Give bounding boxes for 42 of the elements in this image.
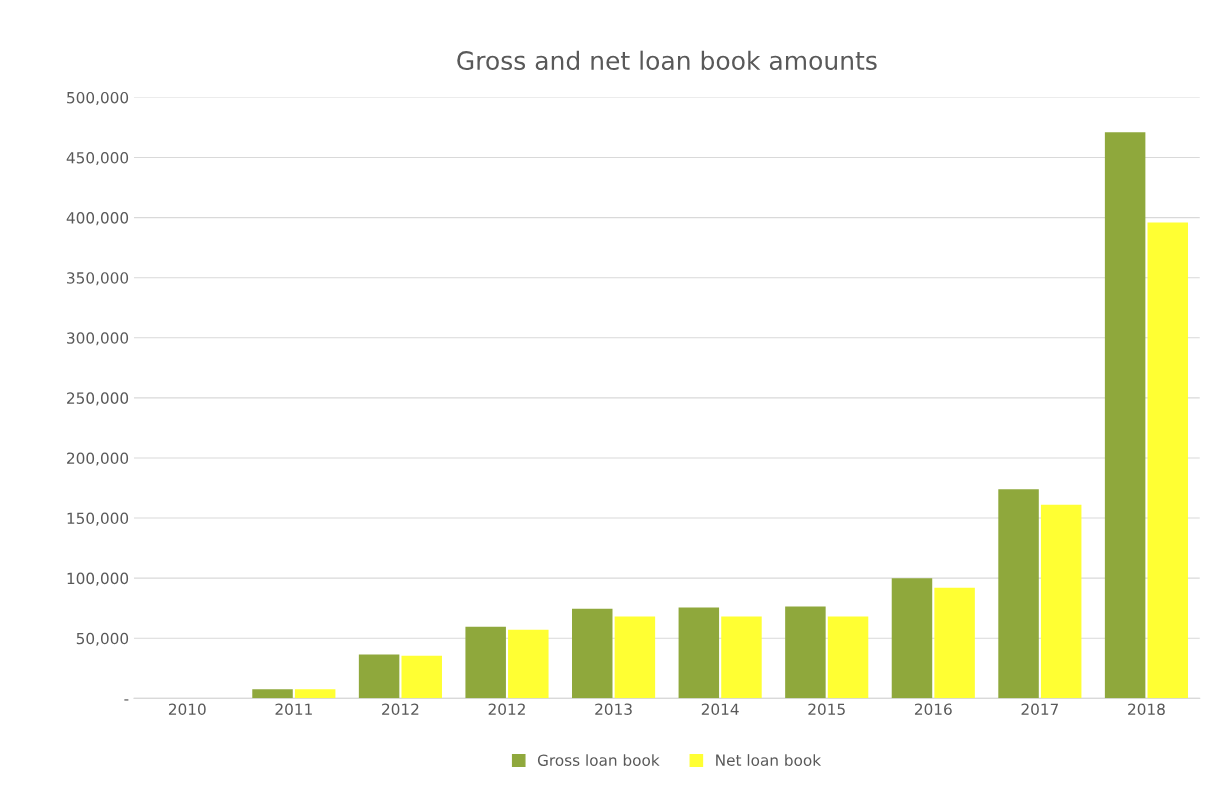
bar (678, 607, 720, 699)
y-tick-label: 400,000 (66, 212, 129, 226)
y-tick-label: 250,000 (67, 392, 129, 406)
y-tick-label: - (124, 699, 129, 701)
x-tick-label: 2016 (914, 703, 952, 716)
bar (1147, 222, 1189, 699)
legend-label: Gross loan book (537, 754, 660, 766)
bar (508, 629, 549, 699)
y-tick-label: 350,000 (67, 272, 129, 286)
x-tick-label: 2018 (1128, 703, 1165, 716)
bar (465, 626, 506, 699)
bar (1104, 132, 1146, 699)
x-tick-label: 2012 (488, 703, 525, 716)
y-tick-label: 50,000 (76, 632, 129, 646)
y-tick-label: 150,000 (67, 512, 129, 526)
bar (1040, 504, 1082, 699)
bar (785, 606, 826, 699)
bar (294, 689, 336, 699)
y-tick-label: 100,000 (67, 572, 129, 586)
x-tick-label: 2017 (1021, 703, 1058, 716)
bar (934, 587, 975, 699)
bar (998, 489, 1039, 699)
legend-label: Net loan book (716, 754, 822, 766)
y-tick-label: 300,000 (67, 332, 129, 346)
x-tick-label: 2015 (808, 703, 845, 716)
x-tick-label: 2010 (168, 703, 206, 716)
bar (614, 616, 656, 699)
y-tick-label: 450,000 (66, 151, 129, 166)
bar (358, 654, 400, 699)
bar (891, 578, 933, 699)
bar (401, 655, 442, 699)
y-tick-label: 500,000 (67, 91, 129, 106)
x-tick-label: 2013 (595, 703, 632, 716)
bar (721, 616, 762, 699)
y-tick-label: 200,000 (67, 452, 129, 466)
chart-title: Gross and net loan book amounts (457, 50, 877, 71)
bar (572, 608, 613, 699)
bar (252, 689, 293, 699)
x-tick-label: 2014 (701, 703, 739, 716)
x-tick-label: 2011 (275, 703, 312, 716)
bar (827, 616, 869, 699)
x-tick-label: 2012 (382, 703, 419, 716)
